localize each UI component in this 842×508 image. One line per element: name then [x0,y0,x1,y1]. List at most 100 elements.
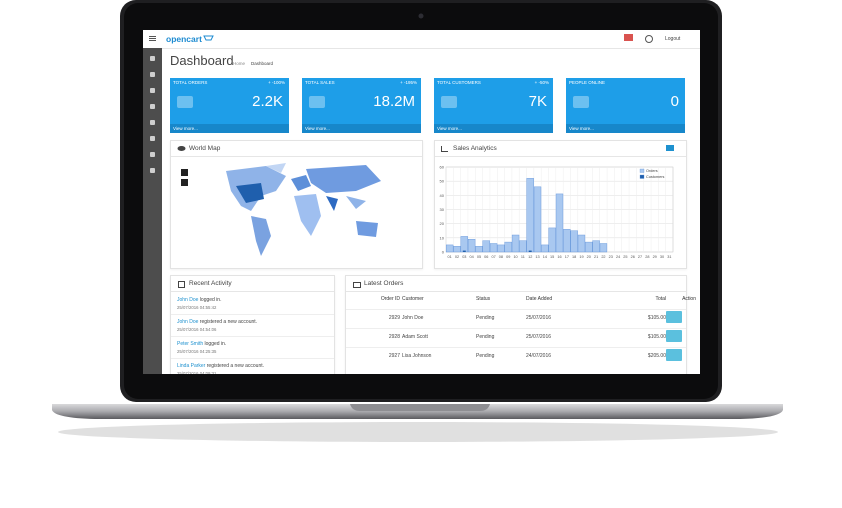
table-cell: 25/07/2016 [526,334,552,340]
tile-icon [441,96,457,108]
table-cell: Pending [476,315,495,321]
y-tick-label: 20 [440,221,445,226]
view-more-link[interactable]: View more... [566,124,685,133]
sidebar-icon[interactable] [150,136,155,141]
stat-tile: TOTAL CUSTOMERS + -50% 7K View more... [434,78,553,133]
table-cell: Pending [476,353,495,359]
activity-time: 25/07/2016 04:25:35 [177,349,217,354]
logout-link[interactable]: Logout [665,36,681,42]
sidebar-icon[interactable] [150,168,155,173]
bar [489,243,498,253]
view-more-link[interactable]: View more... [170,124,289,133]
activity-action: logged in. [204,341,227,347]
activity-text: Linda Parker registered a new account. [177,363,264,369]
zoom-in[interactable] [181,169,188,176]
tile-value: 7K [528,93,547,110]
bar [533,186,542,253]
bar [504,241,512,253]
calendar-dropdown[interactable] [666,145,674,151]
notch [350,404,490,411]
x-tick-label: 17 [565,255,569,259]
x-tick-label: 20 [587,255,591,259]
user-link[interactable]: John Doe [177,297,199,303]
table-cell: $205.00 [647,353,666,359]
bar [467,239,476,253]
activity-text: John Doe registered a new account. [177,319,257,325]
table-cell: 2929 [388,315,400,321]
bar [555,193,564,253]
user-link[interactable]: Peter Smith [177,341,204,347]
table-cell: Adam Scott [402,334,428,340]
activity-action: registered a new account. [206,363,265,369]
top-bar [143,30,700,49]
sidebar-icon[interactable] [150,72,155,77]
x-tick-label: 02 [455,255,459,259]
y-tick-label: 0 [442,250,445,255]
y-tick-label: 60 [440,165,445,170]
tile-value: 18.2M [373,93,415,110]
activity-text: Peter Smith logged in. [177,341,226,347]
tile-label: PEOPLE ONLINE [569,80,606,85]
x-tick-label: 07 [491,255,495,259]
table-cell: 24/07/2016 [526,353,552,359]
bar [577,234,586,253]
bar [526,178,534,253]
chart-icon [441,146,448,152]
sidebar [143,48,162,374]
bar [475,246,483,253]
bar [460,236,468,253]
sidebar-icon[interactable] [150,88,155,93]
sidebar-icon[interactable] [150,104,155,109]
alert-icon[interactable] [624,34,633,41]
world-map-panel: World Map [170,140,423,269]
user-link[interactable]: John Doe [177,319,199,325]
divider [171,336,334,337]
x-tick-label: 30 [660,255,664,259]
eye-icon [177,146,186,151]
sidebar-icon[interactable] [150,56,155,61]
view-button[interactable] [666,330,682,342]
calendar-icon [178,281,185,288]
x-tick-label: 06 [484,255,488,259]
tile-label: TOTAL CUSTOMERS [437,80,481,85]
view-more-link[interactable]: View more... [434,124,553,133]
zoom-out[interactable] [181,179,188,186]
row-divider [346,328,686,329]
camera [418,13,424,19]
tile-change: + -195% [400,80,417,85]
bar [453,246,461,253]
view-button[interactable] [666,311,682,323]
column-header: Customer [402,296,424,302]
x-tick-label: 25 [623,255,627,259]
activity-time: 25/07/2016 04:54:06 [177,327,217,332]
help-icon[interactable] [645,35,653,43]
table-cell: Pending [476,334,495,340]
x-tick-label: 22 [601,255,605,259]
view-more-link[interactable]: View more... [302,124,421,133]
x-tick-label: 23 [609,255,613,259]
bar [548,227,556,253]
view-button[interactable] [666,349,682,361]
sidebar-icon[interactable] [150,152,155,157]
menu-toggle[interactable] [149,36,156,37]
table-cell: 2927 [388,353,400,359]
column-header: Status [476,296,491,302]
activity-time: 25/07/2016 04:55:42 [177,305,217,310]
breadcrumb-home[interactable]: Home [233,61,246,66]
x-tick-label: 12 [528,255,532,259]
x-tick-label: 11 [521,255,525,259]
user-link[interactable]: Linda Parker [177,363,206,369]
tile-icon [573,96,589,108]
bar [592,240,600,253]
shadow [58,422,778,442]
x-tick-label: 27 [638,255,642,259]
x-tick-label: 24 [616,255,620,259]
x-tick-label: 03 [462,255,466,259]
logo[interactable]: opencart [166,34,202,44]
recent-activity-panel: Recent Activity John Doe logged in. 25/07… [170,275,335,374]
breadcrumb-current[interactable]: Dashboard [251,61,274,66]
sidebar-icon[interactable] [150,120,155,125]
stat-tile: TOTAL ORDERS + -100% 2.2K View more... [170,78,289,133]
bar [599,243,608,253]
bar [528,250,532,252]
